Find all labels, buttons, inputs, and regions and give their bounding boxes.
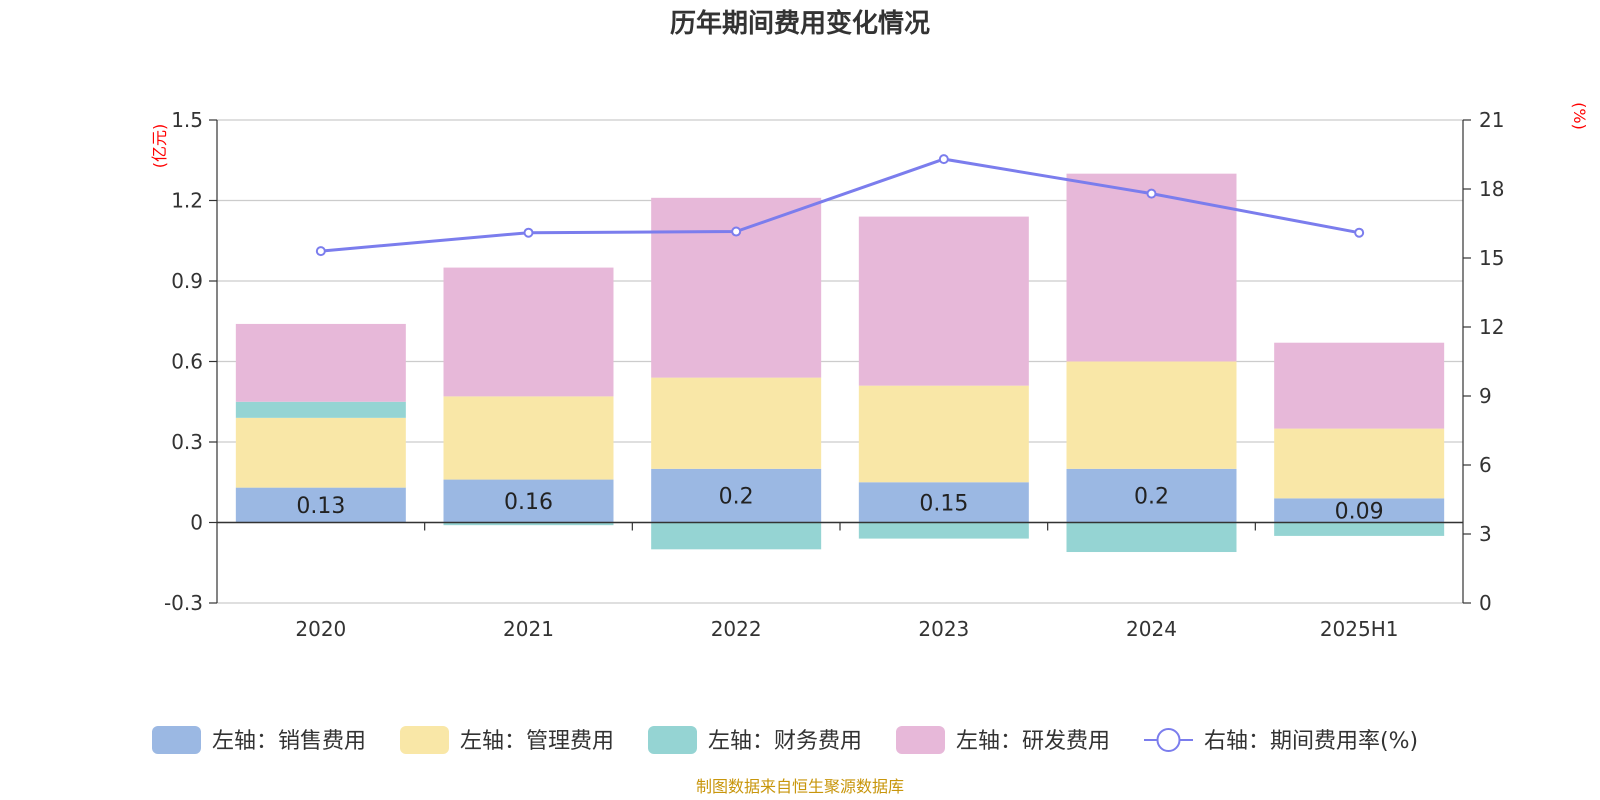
right-tick-label: 21 bbox=[1479, 108, 1504, 132]
bar-segment bbox=[443, 267, 614, 397]
right-axis-unit: (%) bbox=[1570, 102, 1589, 130]
legend-label[interactable]: 右轴：期间费用率(%) bbox=[1204, 729, 1418, 754]
legend-label[interactable]: 左轴：销售费用 bbox=[212, 729, 366, 754]
category-label: 2023 bbox=[918, 617, 969, 641]
bar-segment bbox=[1274, 522, 1445, 536]
bar-segment bbox=[443, 522, 614, 526]
bar-segment bbox=[858, 522, 1029, 539]
bar-segment bbox=[858, 482, 1029, 523]
rate-line-path bbox=[320, 157, 1360, 253]
category-label: 2025H1 bbox=[1320, 617, 1399, 641]
bar-segment bbox=[651, 197, 822, 378]
category-label: 2021 bbox=[503, 617, 554, 641]
rate-point[interactable] bbox=[1146, 188, 1157, 199]
bar-segment bbox=[651, 377, 822, 469]
bar-segment bbox=[858, 385, 1029, 483]
legend-marker[interactable] bbox=[1156, 728, 1181, 752]
bars bbox=[235, 173, 1445, 553]
legend: 左轴：销售费用 左轴：管理费用 左轴：财务费用 左轴：研发费用 右轴：期间费用率(%) bbox=[152, 726, 1418, 754]
right-tick-label: 12 bbox=[1479, 315, 1504, 339]
bar-value-label: 0.16 bbox=[504, 490, 553, 515]
legend-swatch[interactable] bbox=[400, 726, 449, 754]
bar-segment bbox=[1066, 173, 1237, 362]
left-tick-label: 0.6 bbox=[171, 350, 203, 374]
rate-point[interactable] bbox=[1354, 227, 1365, 238]
bar-segment bbox=[235, 487, 406, 523]
rate-point[interactable] bbox=[315, 246, 326, 257]
bar-segment bbox=[235, 323, 406, 402]
legend-label[interactable]: 左轴：管理费用 bbox=[460, 729, 614, 754]
axes: 1.5 1.2 0.9 0.6 0.3 0 -0.3 21 18 15 12 9 6 3 0 2020 2021… bbox=[164, 108, 1504, 641]
left-axis-unit: (亿元) bbox=[150, 124, 169, 169]
left-tick-label: -0.3 bbox=[164, 591, 203, 615]
left-tick-label: 0.3 bbox=[171, 430, 203, 454]
legend-label[interactable]: 左轴：研发费用 bbox=[956, 729, 1110, 754]
source-note: 制图数据来自恒生聚源数据库 bbox=[696, 777, 904, 796]
left-tick-label: 0.9 bbox=[171, 269, 203, 293]
bar-segment bbox=[651, 522, 822, 550]
category-label: 2020 bbox=[295, 617, 346, 641]
legend-swatch[interactable] bbox=[152, 726, 201, 754]
left-tick-label: 1.2 bbox=[171, 189, 203, 213]
category-label: 2022 bbox=[711, 617, 762, 641]
bar-value-label: 0.09 bbox=[1335, 499, 1384, 524]
bar-segment bbox=[858, 216, 1029, 386]
bar-value-label: 0.2 bbox=[1134, 485, 1169, 510]
bar-segment bbox=[1066, 361, 1237, 469]
bar-segment bbox=[651, 468, 822, 523]
bar-segment bbox=[1066, 522, 1237, 553]
right-tick-label: 0 bbox=[1479, 591, 1492, 615]
left-tick-label: 1.5 bbox=[171, 108, 203, 132]
bar-segment bbox=[1274, 342, 1445, 429]
bar-segment bbox=[443, 479, 614, 523]
legend-swatch[interactable] bbox=[896, 726, 945, 754]
bar-segment bbox=[235, 417, 406, 488]
chart-title: 历年期间费用变化情况 bbox=[670, 8, 930, 39]
bar-value-label: 0.15 bbox=[919, 491, 968, 516]
bar-segment bbox=[235, 401, 406, 418]
rate-line bbox=[315, 154, 1365, 257]
bar-segment bbox=[1274, 428, 1445, 499]
right-tick-label: 6 bbox=[1479, 453, 1492, 477]
category-label: 2024 bbox=[1126, 617, 1177, 641]
rate-point[interactable] bbox=[731, 226, 742, 237]
bar-segment bbox=[1274, 498, 1445, 523]
bar-segment bbox=[443, 396, 614, 480]
legend-label[interactable]: 左轴：财务费用 bbox=[708, 729, 862, 754]
bar-value-label: 0.13 bbox=[296, 494, 345, 519]
bar-segment bbox=[1066, 468, 1237, 523]
bar-labels: 0.13 0.16 0.2 0.15 0.2 0.09 bbox=[296, 485, 1383, 525]
legend-swatch[interactable] bbox=[648, 726, 697, 754]
right-tick-label: 3 bbox=[1479, 522, 1492, 546]
left-tick-label: 0 bbox=[190, 511, 203, 535]
right-tick-label: 15 bbox=[1479, 246, 1504, 270]
rate-point[interactable] bbox=[523, 227, 534, 238]
right-tick-label: 9 bbox=[1479, 384, 1492, 408]
bar-value-label: 0.2 bbox=[719, 485, 754, 510]
rate-point[interactable] bbox=[938, 154, 949, 165]
right-tick-label: 18 bbox=[1479, 177, 1504, 201]
